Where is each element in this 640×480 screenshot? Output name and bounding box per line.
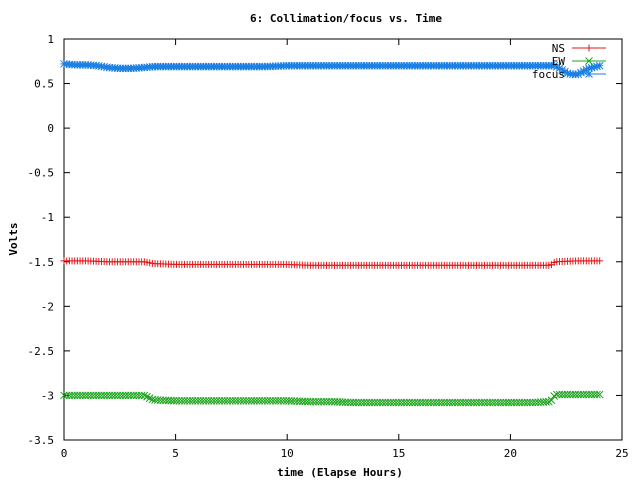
y-axis-title: Volts bbox=[7, 222, 20, 255]
x-axis-title: time (Elapse Hours) bbox=[277, 466, 403, 479]
x-tick-label: 15 bbox=[392, 447, 405, 460]
data-point bbox=[595, 61, 604, 70]
legend-label: EW bbox=[552, 55, 566, 68]
legend-item-ns: NS bbox=[552, 42, 606, 55]
legend-item-focus: focus bbox=[532, 68, 606, 81]
x-tick-label: 25 bbox=[615, 447, 628, 460]
y-tick-label: -3.5 bbox=[28, 434, 55, 447]
y-tick-label: -3 bbox=[41, 389, 54, 402]
legend-marker bbox=[585, 44, 593, 52]
data-point bbox=[542, 398, 550, 406]
series-layer bbox=[60, 60, 604, 407]
x-tick-label: 20 bbox=[504, 447, 517, 460]
y-tick-label: -2 bbox=[41, 300, 54, 313]
series-focus bbox=[60, 60, 604, 79]
x-axis-ticks: 0 5 10 15 20 25 bbox=[61, 39, 629, 460]
y-tick-label: -1.5 bbox=[28, 256, 55, 269]
data-point bbox=[595, 390, 604, 399]
y-tick-label: -2.5 bbox=[28, 345, 55, 358]
plot-frame bbox=[63, 38, 623, 441]
legend-label: focus bbox=[532, 68, 565, 81]
data-point bbox=[550, 392, 559, 400]
legend-label: NS bbox=[552, 42, 565, 55]
y-axis-ticks: 1 0.5 0 -0.5 -1 -1.5 -2 -2.5 -3 -3.5 bbox=[28, 33, 622, 447]
legend-marker bbox=[585, 70, 593, 78]
y-tick-label: -0.5 bbox=[28, 167, 55, 180]
x-tick-label: 10 bbox=[281, 447, 294, 460]
x-tick-label: 5 bbox=[172, 447, 179, 460]
y-tick-label: -1 bbox=[41, 211, 54, 224]
series-ns bbox=[60, 257, 604, 269]
y-tick-label: 1 bbox=[47, 33, 54, 46]
data-point bbox=[596, 257, 604, 265]
x-tick-label: 0 bbox=[61, 447, 68, 460]
y-tick-label: 0 bbox=[47, 122, 54, 135]
y-tick-label: 0.5 bbox=[34, 78, 54, 91]
legend-item-ew: EW bbox=[552, 55, 606, 68]
chart-title: 6: Collimation/focus vs. Time bbox=[250, 12, 442, 25]
legend-marker bbox=[585, 57, 593, 65]
series-ew bbox=[60, 390, 604, 407]
data-point bbox=[593, 390, 601, 399]
